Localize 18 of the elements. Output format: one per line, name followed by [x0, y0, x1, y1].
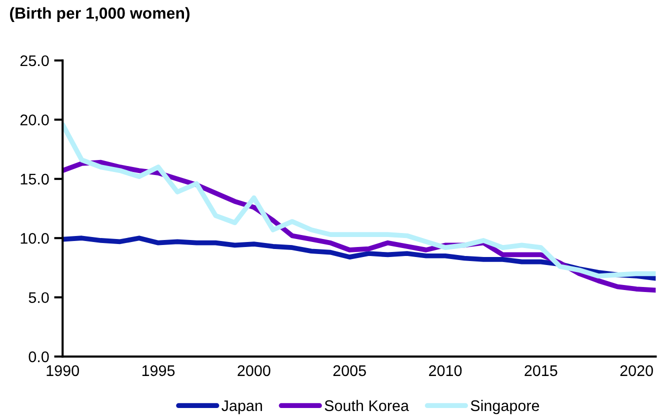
- chart-title: (Birth per 1,000 women): [10, 7, 190, 22]
- x-tick-label: 2000: [238, 365, 270, 376]
- x-tick-label: 2010: [429, 365, 462, 376]
- legend-label: South Korea: [324, 400, 409, 412]
- y-tick-label: 20.0: [20, 114, 49, 126]
- y-tick-label: 0.0: [28, 351, 49, 362]
- x-tick-label: 2015: [524, 365, 558, 376]
- legend-label: Singapore: [470, 400, 540, 414]
- y-tick-label: 15.0: [20, 174, 49, 185]
- x-tick-label: 2005: [333, 365, 366, 376]
- line-series: [62, 122, 656, 278]
- y-tick-label: 25.0: [20, 55, 49, 66]
- x-tick-label: 2020: [620, 365, 653, 376]
- y-tick-label: 10.0: [20, 232, 49, 244]
- legend-label: Japan: [222, 400, 262, 414]
- x-tick-label: 1995: [142, 365, 175, 376]
- y-tick-label: 5.0: [28, 292, 49, 304]
- x-tick-label: 1990: [46, 365, 80, 376]
